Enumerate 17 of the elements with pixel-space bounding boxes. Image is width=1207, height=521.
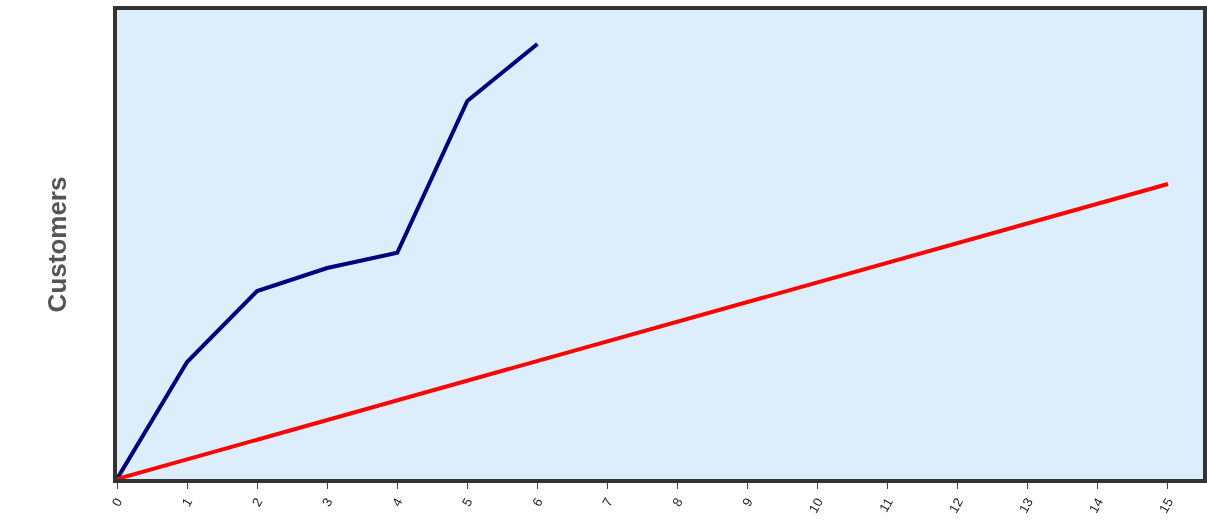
y-axis-title: Customers <box>41 176 72 313</box>
x-tick-label: 6 <box>529 495 546 510</box>
x-tick-label: 3 <box>318 495 336 510</box>
x-tick-label: 4 <box>388 495 406 510</box>
x-tick-label: 10 <box>805 495 826 516</box>
x-tick-label: 12 <box>945 495 966 516</box>
x-tick-label: 8 <box>669 495 686 510</box>
x-tick-label: 9 <box>739 495 756 510</box>
x-tick-label: 14 <box>1085 495 1107 516</box>
x-tick-label: 5 <box>458 495 476 510</box>
x-tick-label: 7 <box>599 495 616 510</box>
x-tick-label: 13 <box>1015 495 1037 516</box>
x-tick-label: 1 <box>178 495 196 510</box>
x-tick-label: 15 <box>1155 495 1177 516</box>
x-tick-label: 0 <box>108 495 126 510</box>
x-tick-label: 2 <box>248 495 266 510</box>
x-tick-label: 11 <box>876 495 896 515</box>
